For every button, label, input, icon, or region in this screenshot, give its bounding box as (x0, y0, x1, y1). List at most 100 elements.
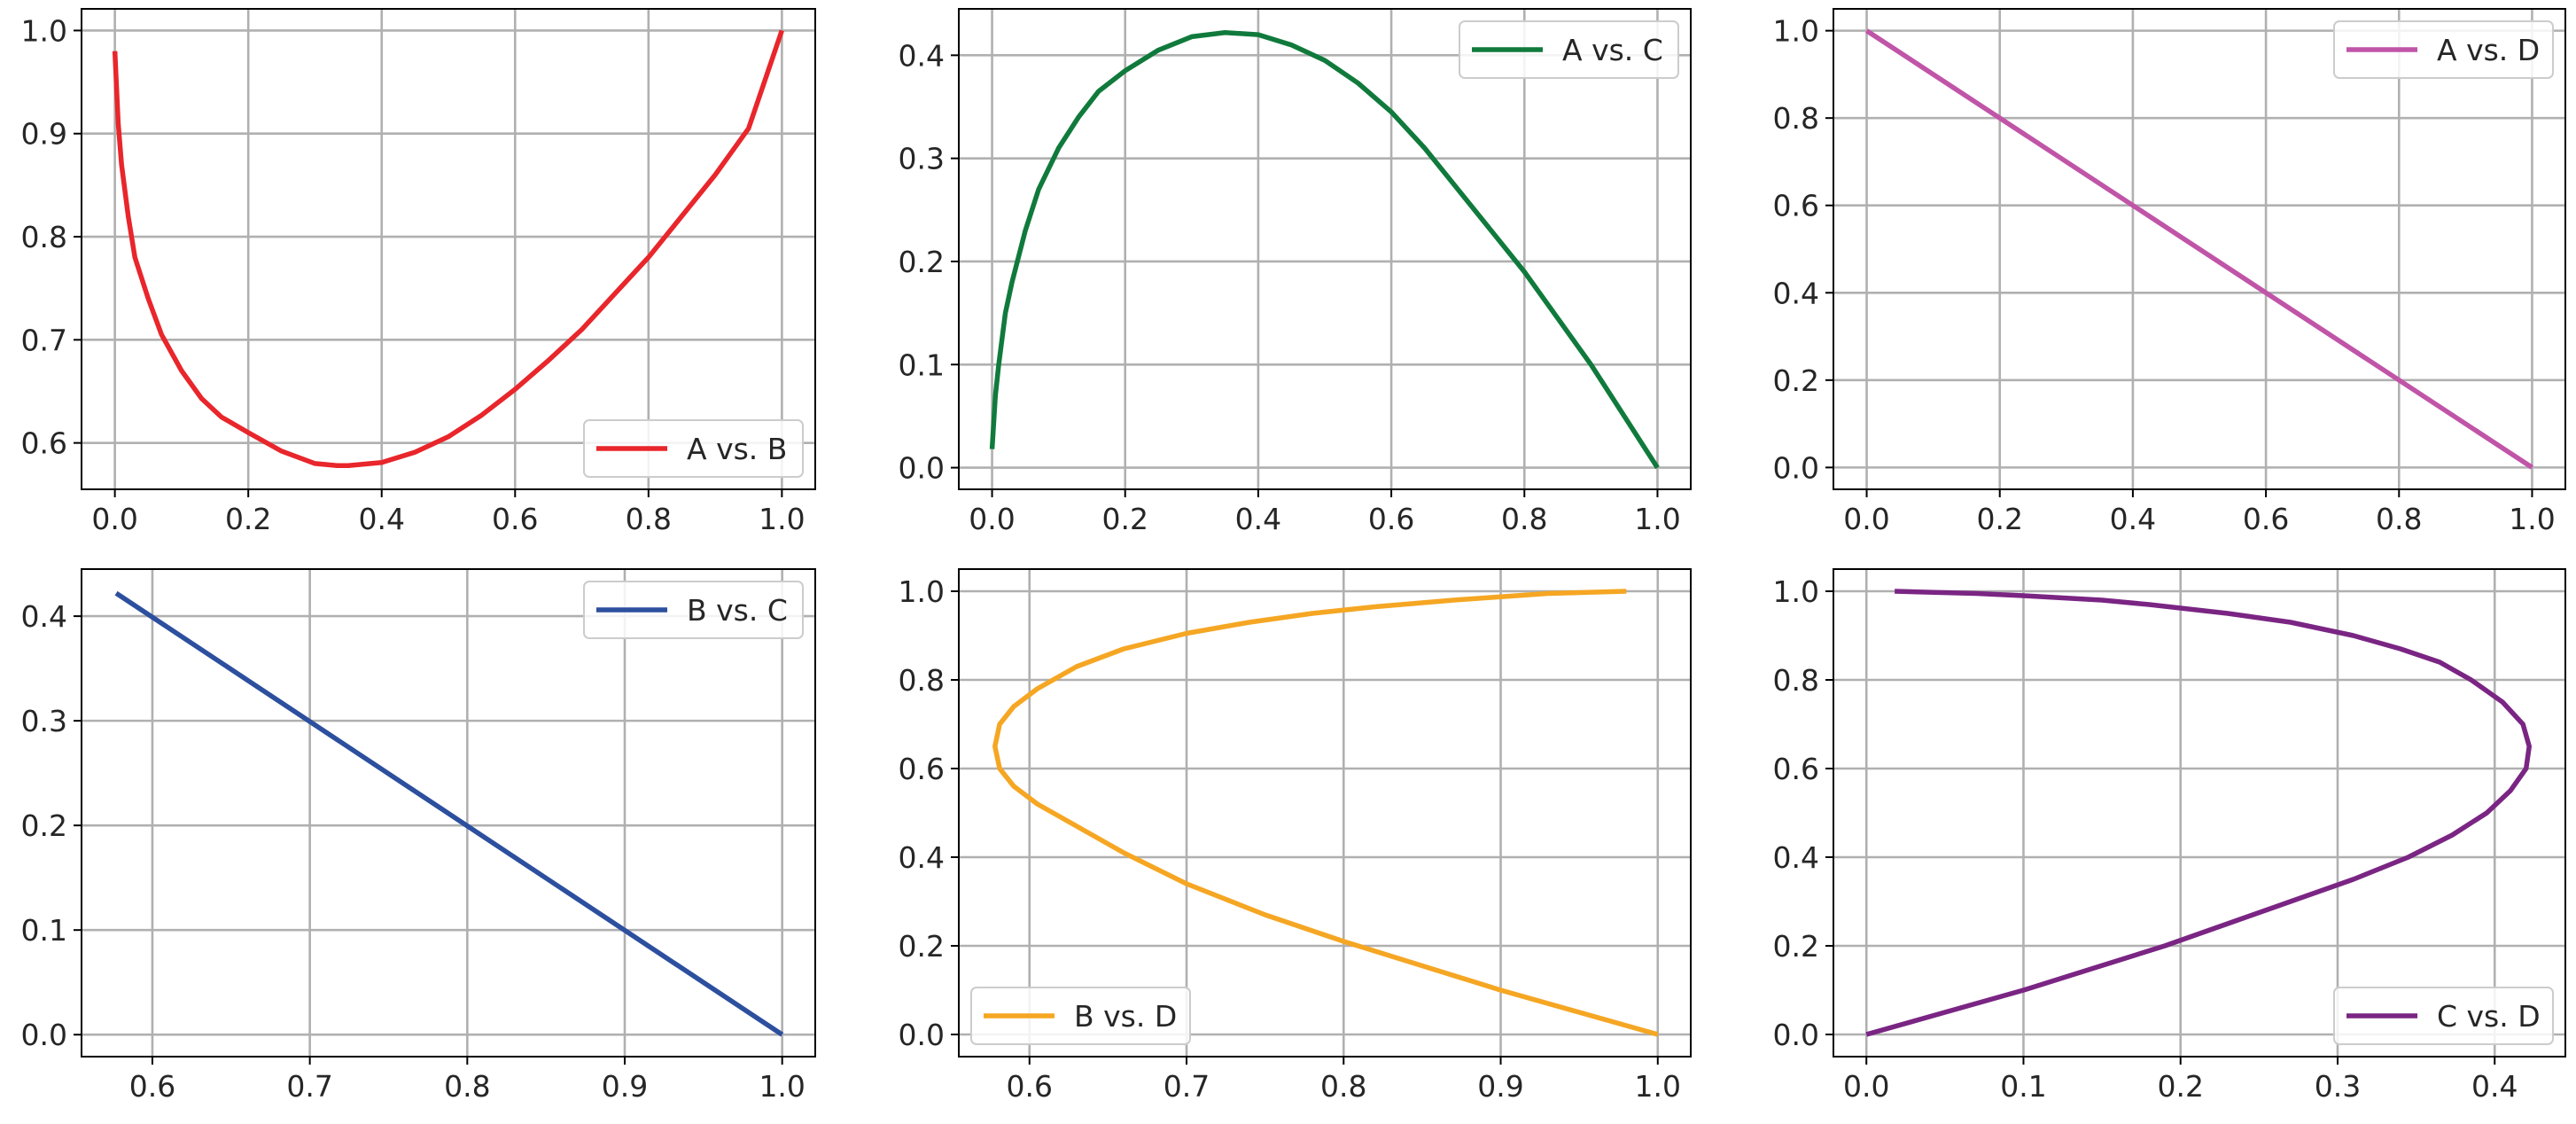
x-tick-label: 0.0 (1843, 502, 1889, 536)
y-tick-label: 0.2 (1773, 363, 1819, 398)
series-line (114, 590, 784, 1037)
subplot-3: 0.0 0.2 0.4 0.6 0.8 1.0 0.0 0.2 0.4 0.6 0.8 1.0 A vs… (1773, 8, 2566, 536)
x-tick-label: 1.0 (1634, 502, 1680, 536)
axes-frame (81, 568, 816, 1058)
x-tick-label: 0.2 (2157, 1069, 2203, 1104)
series-line (112, 29, 784, 468)
x-tick-label: 0.3 (2315, 1069, 2361, 1104)
y-tick-label: 0.7 (21, 323, 67, 357)
y-tick-label: 0.8 (21, 220, 67, 254)
x-tick-label: 0.4 (1235, 502, 1281, 536)
legend: B vs. C (583, 581, 804, 639)
x-tick-label: 0.4 (358, 502, 404, 536)
x-tick-label: 0.0 (1843, 1069, 1889, 1104)
y-tick-label: 0.6 (21, 426, 67, 461)
legend-label: A vs. C (1562, 33, 1663, 67)
legend: C vs. D (2333, 987, 2554, 1045)
axes-frame (1833, 8, 2566, 490)
y-tick-label: 0.4 (1773, 840, 1819, 875)
y-tick-label: 1.0 (899, 574, 945, 609)
legend-box (970, 987, 1191, 1045)
y-tick-label: 0.0 (1773, 450, 1819, 485)
y-tick-label: 0.4 (899, 840, 945, 875)
legend: A vs. C (1459, 20, 1679, 79)
subplot-4: 0.6 0.7 0.8 0.9 1.0 0.0 0.1 0.2 0.3 0.4 B vs. C (21, 568, 816, 1104)
x-tick-label: 0.4 (2471, 1069, 2518, 1104)
axes-frame (81, 8, 816, 490)
legend-label: A vs. B (687, 432, 787, 466)
x-tick-label: 0.9 (1477, 1069, 1523, 1104)
x-tick-label: 1.0 (759, 502, 805, 536)
legend-label: B vs. D (1074, 999, 1177, 1034)
x-tick-label: 1.0 (1635, 1069, 1681, 1104)
x-tick-label: 0.8 (1501, 502, 1547, 536)
y-tick-label: 0.2 (899, 245, 945, 279)
y-tick-label: 0.0 (899, 1018, 945, 1052)
x-tick-label: 0.9 (602, 1069, 648, 1104)
subplot-2: 0.0 0.2 0.4 0.6 0.8 1.0 0.0 0.1 0.2 0.3 0.4 A vs. C (899, 8, 1692, 536)
series-line (1865, 28, 2533, 470)
legend-box (2333, 20, 2554, 79)
y-tick-label: 0.4 (899, 38, 945, 73)
x-tick-label: 0.8 (626, 502, 672, 536)
y-tick-label: 0.9 (21, 117, 67, 152)
x-tick-label: 0.0 (91, 502, 137, 536)
y-tick-label: 0.8 (899, 663, 945, 698)
x-tick-label: 0.2 (1101, 502, 1148, 536)
subplot-6: 0.0 0.1 0.2 0.3 0.4 0.0 0.2 0.4 0.6 0.8 1.0 C vs. D (1773, 568, 2566, 1104)
x-tick-label: 0.7 (1163, 1069, 1210, 1104)
y-tick-label: 1.0 (1773, 14, 1819, 49)
axes-frame (958, 8, 1692, 490)
y-tick-label: 0.2 (1773, 929, 1819, 964)
x-tick-label: 0.2 (1976, 502, 2022, 536)
y-tick-label: 0.0 (1773, 1018, 1819, 1052)
series-line (992, 589, 1659, 1037)
y-tick-label: 0.8 (1773, 663, 1819, 698)
axes-frame (1833, 568, 2566, 1058)
y-tick-label: 0.8 (1773, 101, 1819, 136)
y-tick-label: 0.0 (21, 1018, 67, 1052)
y-tick-label: 0.3 (899, 142, 945, 176)
x-tick-label: 0.1 (2000, 1069, 2046, 1104)
y-tick-label: 0.6 (899, 752, 945, 786)
x-tick-label: 0.2 (225, 502, 271, 536)
y-tick-label: 0.2 (899, 929, 945, 964)
legend-box (2333, 987, 2554, 1045)
legend: A vs. B (583, 419, 804, 478)
x-tick-label: 0.8 (444, 1069, 490, 1104)
y-tick-label: 0.2 (21, 808, 67, 843)
subplot-1: 0.0 0.2 0.4 0.6 0.8 1.0 0.6 0.7 0.8 0.9 1.0 A vs. B (21, 8, 816, 536)
y-tick-label: 1.0 (21, 13, 67, 48)
x-tick-label: 0.4 (2110, 502, 2156, 536)
series-line (989, 30, 1660, 470)
legend-box (583, 419, 804, 478)
x-tick-label: 0.7 (286, 1069, 332, 1104)
legend-box (1459, 20, 1679, 79)
y-tick-label: 0.6 (1773, 752, 1819, 786)
y-tick-label: 0.0 (899, 451, 945, 486)
legend: B vs. D (970, 987, 1191, 1045)
axes-frame (958, 568, 1692, 1058)
y-tick-label: 0.3 (21, 704, 67, 738)
legend-label: B vs. C (687, 593, 788, 628)
x-tick-label: 0.6 (492, 502, 538, 536)
x-tick-label: 0.0 (969, 502, 1015, 536)
y-tick-label: 0.1 (21, 913, 67, 948)
y-tick-label: 0.4 (1773, 276, 1819, 310)
series-line (1865, 589, 2532, 1037)
x-tick-label: 0.6 (1007, 1069, 1053, 1104)
y-tick-label: 1.0 (1773, 574, 1819, 609)
x-tick-label: 0.8 (1320, 1069, 1366, 1104)
legend-box (583, 581, 804, 639)
y-tick-label: 0.4 (21, 599, 67, 634)
subplot-5: 0.6 0.7 0.8 0.9 1.0 0.0 0.2 0.4 0.6 0.8 1.0 B vs. D (899, 568, 1692, 1104)
legend-label: A vs. D (2437, 33, 2540, 67)
x-tick-label: 1.0 (759, 1069, 805, 1104)
y-tick-label: 0.6 (1773, 189, 1819, 223)
x-tick-label: 0.6 (2243, 502, 2289, 536)
x-tick-label: 0.8 (2376, 502, 2422, 536)
legend: A vs. D (2333, 20, 2554, 79)
legend-label: C vs. D (2437, 999, 2541, 1034)
x-tick-label: 0.6 (1368, 502, 1414, 536)
